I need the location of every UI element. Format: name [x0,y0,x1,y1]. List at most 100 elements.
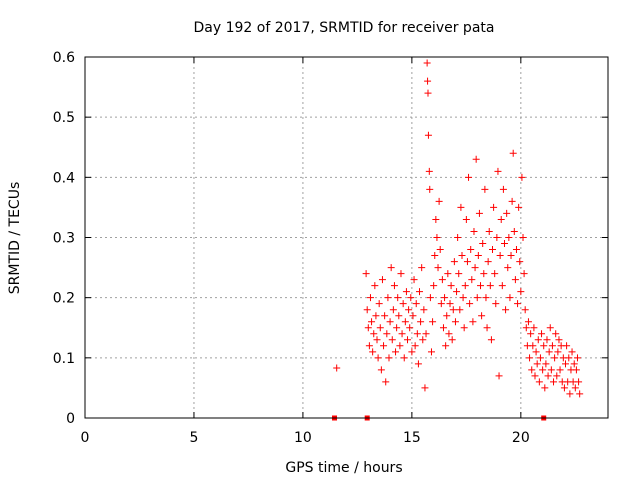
data-point [472,155,480,163]
data-point [470,227,478,235]
data-point [471,264,479,272]
y-tick-labels: 0 0.1 0.2 0.3 0.4 0.5 0.6 [53,50,75,427]
data-point [410,276,418,284]
data-point [566,390,574,398]
data-points [333,59,584,398]
data-point [477,282,485,290]
data-point [376,324,384,332]
data-point [399,300,407,308]
data-point [466,300,474,308]
data-point [499,185,507,193]
data-point [515,203,523,211]
data-point [467,246,475,254]
data-point [570,360,578,368]
data-point [463,258,471,266]
data-point [492,300,500,308]
data-point [484,258,492,266]
data-point [517,288,525,296]
data-point [494,167,502,175]
data-point [475,209,483,217]
chart-title: Day 192 of 2017, SRMTID for receiver pat… [194,20,495,36]
grid-lines [85,57,608,418]
x-tick-label: 0 [81,430,90,446]
data-point [448,336,456,344]
data-point [368,318,376,326]
data-point [457,203,465,211]
data-point [378,276,386,284]
data-point [461,282,469,290]
data-point [406,324,414,332]
data-point [509,149,517,157]
data-point [373,336,381,344]
data-point [407,294,415,302]
data-point [408,348,416,356]
data-point [400,354,408,362]
data-point [454,234,462,241]
data-point [386,318,394,326]
data-point [546,324,554,332]
data-point [536,354,544,362]
data-point [563,342,571,350]
y-tick-label: 0 [66,411,75,427]
data-point [397,270,405,278]
data-point [529,342,537,350]
data-point [424,77,432,85]
data-point [413,330,421,338]
data-point [545,348,553,356]
data-point [446,300,454,308]
data-point [414,360,422,368]
data-point [411,342,419,350]
data-point [421,384,429,392]
data-point [447,282,455,290]
data-point [538,330,546,338]
data-point [398,330,406,338]
data-point [365,342,373,350]
data-point [369,348,377,356]
data-point [493,234,501,241]
data-point [530,324,538,332]
data-point [418,264,426,272]
data-point [524,318,532,326]
data-point [371,282,379,290]
data-point [532,348,540,356]
data-point [389,306,397,314]
data-point [487,336,495,344]
data-point [465,173,473,181]
data-point [439,324,447,332]
data-point [453,288,461,296]
data-point [496,252,504,260]
data-point [372,312,380,320]
data-point [443,312,451,320]
data-point [511,276,519,284]
data-point [438,276,446,284]
data-point [478,312,486,320]
data-point [576,390,584,398]
data-point [333,364,341,372]
data-point [514,300,522,308]
data-point [370,330,378,338]
data-point [519,234,527,241]
data-point [543,336,551,344]
data-point [362,270,370,278]
data-point [390,282,398,290]
data-point [431,252,439,260]
data-point [547,366,555,374]
data-point [504,264,512,272]
data-point [383,330,391,338]
data-point [560,384,568,392]
data-point [483,324,491,332]
data-point [381,312,389,320]
data-point [416,288,424,296]
data-point [405,306,413,314]
data-point [444,270,452,278]
data-point [555,336,563,344]
data-point [366,294,374,302]
data-point [480,270,488,278]
data-point [377,366,385,374]
data-point [528,366,536,374]
data-point [396,342,404,350]
data-point [474,252,482,260]
data-point [469,318,477,326]
x-tick-label: 5 [189,430,198,446]
